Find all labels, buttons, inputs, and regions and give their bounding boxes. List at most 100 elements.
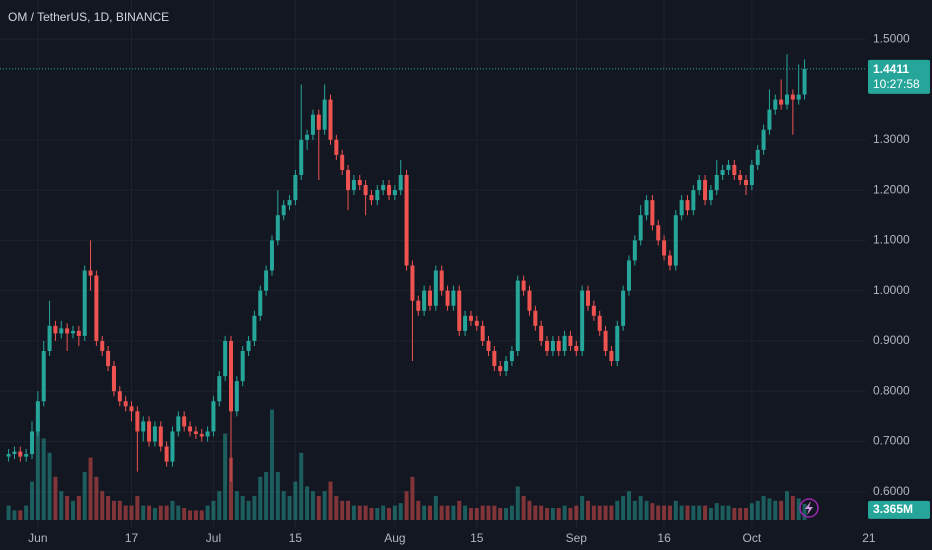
x-tick-label: 17 — [125, 531, 139, 545]
volume-bar — [100, 491, 105, 520]
candle-body — [164, 446, 169, 462]
volume-bar — [533, 505, 538, 520]
candle-body — [626, 260, 631, 291]
volume-bar — [334, 496, 339, 520]
volume-bar — [410, 476, 415, 520]
candle-body — [59, 328, 64, 334]
candle-body — [457, 290, 462, 331]
volume-bar — [796, 498, 801, 520]
y-tick-label: 0.6000 — [873, 484, 910, 498]
candle-body — [591, 305, 596, 316]
volume-bar — [164, 505, 169, 520]
volume-bar — [761, 496, 766, 520]
volume-bar — [76, 496, 81, 520]
candle-body — [316, 114, 321, 130]
candle-body — [744, 180, 749, 186]
volume-bar — [111, 500, 116, 520]
candle-body — [82, 270, 87, 336]
volume-bar — [88, 457, 93, 520]
candle-body — [65, 328, 70, 334]
candle-body — [685, 200, 690, 211]
candle-body — [334, 139, 339, 155]
candle-body — [504, 361, 509, 372]
candle-body — [486, 340, 491, 351]
x-tick-label: 21 — [862, 531, 876, 545]
volume-bar — [152, 508, 157, 520]
candle-body — [240, 350, 245, 382]
candle-body — [427, 290, 432, 306]
volume-bar — [381, 505, 386, 520]
last-price-label: 1.4411 — [873, 62, 909, 76]
candle-body — [527, 290, 532, 311]
candle-body — [679, 200, 684, 216]
candle-body — [509, 350, 514, 362]
volume-bar — [521, 496, 526, 520]
candle-body — [258, 290, 263, 316]
candle-body — [322, 99, 327, 130]
candle-body — [433, 270, 438, 306]
candle-body — [498, 366, 503, 372]
volume-bar — [749, 503, 754, 520]
candle-body — [796, 94, 801, 100]
candle-body — [550, 340, 555, 351]
volume-bar — [59, 491, 64, 520]
candle-body — [211, 401, 216, 432]
candle-body — [533, 310, 538, 326]
candle-body — [667, 255, 672, 266]
candle-body — [603, 330, 608, 351]
volume-bar — [217, 491, 222, 520]
volume-bar — [375, 508, 380, 520]
candle-body — [381, 185, 386, 191]
candle-body — [568, 335, 573, 346]
volume-bar — [474, 508, 479, 520]
volume-bar — [369, 508, 374, 520]
candle-body — [779, 99, 784, 105]
candle-body — [152, 426, 157, 442]
candle-body — [773, 99, 778, 110]
candle-body — [738, 174, 743, 181]
volume-bar — [480, 505, 485, 520]
volume-bar — [667, 505, 672, 520]
volume-bar — [662, 505, 667, 520]
alert-icon[interactable] — [799, 498, 819, 518]
candle-body — [539, 325, 544, 341]
candle-body — [147, 421, 152, 442]
candle-body — [299, 139, 304, 175]
volume-bar — [24, 505, 29, 520]
volume-bar — [422, 505, 427, 520]
x-tick-label: Jun — [28, 531, 47, 545]
candle-body — [580, 290, 585, 351]
volume-bar — [269, 409, 274, 520]
volume-bar — [392, 505, 397, 520]
candle-body — [293, 174, 298, 201]
candle-body — [621, 290, 626, 326]
candle-body — [205, 431, 210, 437]
grid — [0, 0, 870, 528]
volume-bar — [322, 491, 327, 520]
candle-body — [363, 185, 368, 196]
volume-pane — [6, 409, 807, 520]
volume-bar — [691, 505, 696, 520]
candle-body — [246, 340, 251, 351]
last-volume-label: 3.365M — [873, 502, 913, 516]
candle-body — [656, 225, 661, 241]
y-tick-label: 1.1000 — [873, 233, 910, 247]
volume-bar — [773, 500, 778, 520]
volume-bar — [275, 472, 280, 520]
candle-body — [70, 330, 75, 334]
volume-bar — [509, 505, 514, 520]
volume-bar — [357, 505, 362, 520]
volume-bar — [363, 505, 368, 520]
candle-body — [451, 290, 456, 306]
volume-bar — [170, 500, 175, 520]
candle-body — [632, 240, 637, 261]
volume-bar — [568, 508, 573, 520]
candle-body — [252, 315, 257, 341]
volume-bar — [504, 508, 509, 520]
volume-bar — [147, 505, 152, 520]
volume-bar — [223, 433, 228, 520]
volume-bar — [205, 505, 210, 520]
volume-bar — [445, 505, 450, 520]
candles — [0, 54, 866, 482]
